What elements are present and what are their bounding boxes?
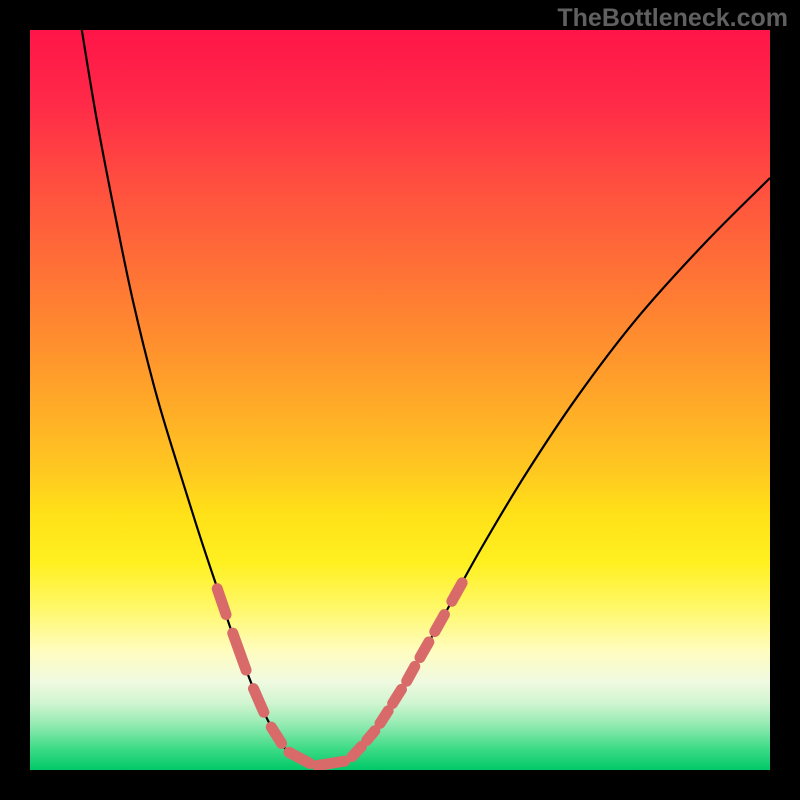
highlight-segment: [352, 746, 362, 756]
highlight-segment: [407, 666, 415, 681]
highlight-segment: [393, 689, 402, 703]
highlight-segment: [420, 642, 429, 658]
chart-container: TheBottleneck.com: [0, 0, 800, 800]
highlight-segment: [317, 761, 344, 765]
highlight-segment: [380, 711, 388, 724]
bottleneck-curve-plot: [30, 30, 770, 770]
plot-background: [30, 30, 770, 770]
watermark-text: TheBottleneck.com: [557, 4, 788, 33]
highlight-segment: [367, 731, 375, 741]
